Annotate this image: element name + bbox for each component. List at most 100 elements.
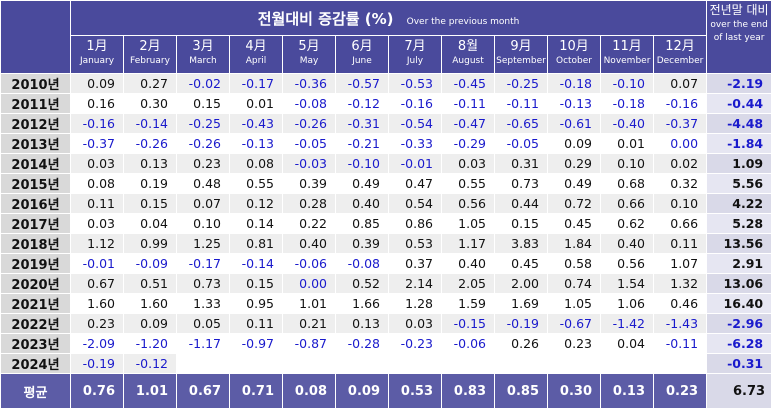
month-header: 7月 July xyxy=(388,35,442,74)
yoy-value-cell: -6.28 xyxy=(706,333,773,354)
month-label-en: January xyxy=(79,56,115,66)
value-cell: 2.00 xyxy=(494,273,548,294)
value-cell: 0.49 xyxy=(547,173,601,194)
value-cell: 0.26 xyxy=(494,333,548,354)
value-cell: 0.54 xyxy=(388,193,442,214)
value-cell: -0.97 xyxy=(229,333,283,354)
value-cell: 0.04 xyxy=(123,213,177,234)
average-label: 평균 xyxy=(0,373,71,409)
average-value-cell: 0.71 xyxy=(229,373,283,409)
month-label-ko: 9月 xyxy=(510,39,532,54)
value-cell: 1.54 xyxy=(600,273,654,294)
value-cell: 0.52 xyxy=(335,273,389,294)
title-english: Over the previous month xyxy=(406,16,520,27)
month-label-ko: 8월 xyxy=(457,39,479,54)
value-cell: -0.26 xyxy=(282,113,336,134)
month-label-en: December xyxy=(656,56,704,66)
value-cell: 1.25 xyxy=(176,233,230,254)
value-cell: -0.36 xyxy=(282,73,336,94)
value-cell xyxy=(494,353,548,374)
month-label-en: April xyxy=(245,56,267,66)
month-header: 4月 April xyxy=(229,35,283,74)
month-label-ko: 6月 xyxy=(351,39,373,54)
value-cell: 0.37 xyxy=(388,253,442,274)
value-cell: 0.49 xyxy=(335,173,389,194)
value-cell: -0.33 xyxy=(388,133,442,154)
value-cell xyxy=(600,353,654,374)
value-cell: 0.08 xyxy=(229,153,283,174)
value-cell: -0.87 xyxy=(282,333,336,354)
value-cell: 0.99 xyxy=(123,233,177,254)
average-value-cell: 0.08 xyxy=(282,373,336,409)
year-label: 2012년 xyxy=(0,113,71,134)
value-cell: -2.09 xyxy=(70,333,124,354)
value-cell: -0.18 xyxy=(547,73,601,94)
yoy-header: 전년말 대비 over the end of last year xyxy=(706,0,773,74)
yoy-value-cell: 13.06 xyxy=(706,273,773,294)
value-cell: 2.05 xyxy=(441,273,495,294)
value-cell: -0.67 xyxy=(547,313,601,334)
value-cell: 0.10 xyxy=(600,153,654,174)
value-cell: 0.39 xyxy=(335,233,389,254)
value-cell: 0.32 xyxy=(652,173,708,194)
value-cell: 0.73 xyxy=(176,273,230,294)
yoy-value-cell: -0.31 xyxy=(706,353,773,374)
value-cell: -0.40 xyxy=(600,113,654,134)
value-cell: 0.07 xyxy=(176,193,230,214)
value-cell: 0.03 xyxy=(441,153,495,174)
value-cell: 0.00 xyxy=(282,273,336,294)
value-cell: 0.19 xyxy=(123,173,177,194)
value-cell: 1.05 xyxy=(547,293,601,314)
value-cell: -0.16 xyxy=(70,113,124,134)
value-cell: 1.66 xyxy=(335,293,389,314)
value-cell: -0.13 xyxy=(547,93,601,114)
table-title: 전월대비 증감률 (%) Over the previous month xyxy=(69,0,708,36)
value-cell: -0.21 xyxy=(335,133,389,154)
value-cell: 0.21 xyxy=(282,313,336,334)
table-row: 2010년 0.09 0.27 -0.02 -0.17 -0.36 -0.57 -0.53 -0… xyxy=(0,73,773,94)
value-cell: 1.69 xyxy=(494,293,548,314)
average-value-cell: 0.85 xyxy=(494,373,548,409)
value-cell: 0.10 xyxy=(176,213,230,234)
table-row: 2014년 0.03 0.13 0.23 0.08 -0.03 -0.10 -0.01 0.03… xyxy=(0,153,773,174)
value-cell: -0.25 xyxy=(494,73,548,94)
value-cell: 0.15 xyxy=(229,273,283,294)
value-cell: -0.05 xyxy=(282,133,336,154)
value-cell: 0.66 xyxy=(652,213,708,234)
value-cell: 0.15 xyxy=(176,93,230,114)
table-row: 2023년 -2.09 -1.20 -1.17 -0.97 -0.87 -0.28 -0.23… xyxy=(0,333,773,354)
yoy-value-cell: -0.44 xyxy=(706,93,773,114)
month-header: 12月 December xyxy=(652,35,708,74)
average-value-cell: 0.67 xyxy=(176,373,230,409)
value-cell: 0.15 xyxy=(123,193,177,214)
value-cell: -0.03 xyxy=(282,153,336,174)
title-korean: 전월대비 증감률 (%) xyxy=(257,9,394,28)
value-cell: -0.26 xyxy=(176,133,230,154)
value-cell: -0.01 xyxy=(70,253,124,274)
year-label: 2018년 xyxy=(0,233,71,254)
value-cell xyxy=(335,353,389,374)
value-cell: 0.03 xyxy=(70,213,124,234)
value-cell: 0.09 xyxy=(547,133,601,154)
month-label-en: March xyxy=(189,56,217,66)
value-cell: -0.10 xyxy=(335,153,389,174)
yoy-value-cell: -4.48 xyxy=(706,113,773,134)
yoy-value-cell: -2.19 xyxy=(706,73,773,94)
year-label: 2017년 xyxy=(0,213,71,234)
value-cell: 0.74 xyxy=(547,273,601,294)
month-header-row: 1月 January 2月 February 3月 March 4月 April 5月 May 6月… xyxy=(1,35,772,74)
yoy-value-cell: 1.09 xyxy=(706,153,773,174)
average-value-cell: 0.83 xyxy=(441,373,495,409)
value-cell: 0.40 xyxy=(282,233,336,254)
value-cell: -0.10 xyxy=(600,73,654,94)
value-cell: 0.55 xyxy=(229,173,283,194)
table-row: 2011년 0.16 0.30 0.15 0.01 -0.08 -0.12 -0.16 -0.1… xyxy=(0,93,773,114)
value-cell: -0.19 xyxy=(70,353,124,374)
year-label: 2016년 xyxy=(0,193,71,214)
value-cell: -0.25 xyxy=(176,113,230,134)
value-cell: 0.14 xyxy=(229,213,283,234)
value-cell: -0.26 xyxy=(123,133,177,154)
month-header: 6月 June xyxy=(335,35,389,74)
value-cell: 0.44 xyxy=(494,193,548,214)
average-row: 평균 0.76 1.01 0.67 0.71 0.08 0.09 0.53 0.83 0.85 0.… xyxy=(0,373,773,409)
